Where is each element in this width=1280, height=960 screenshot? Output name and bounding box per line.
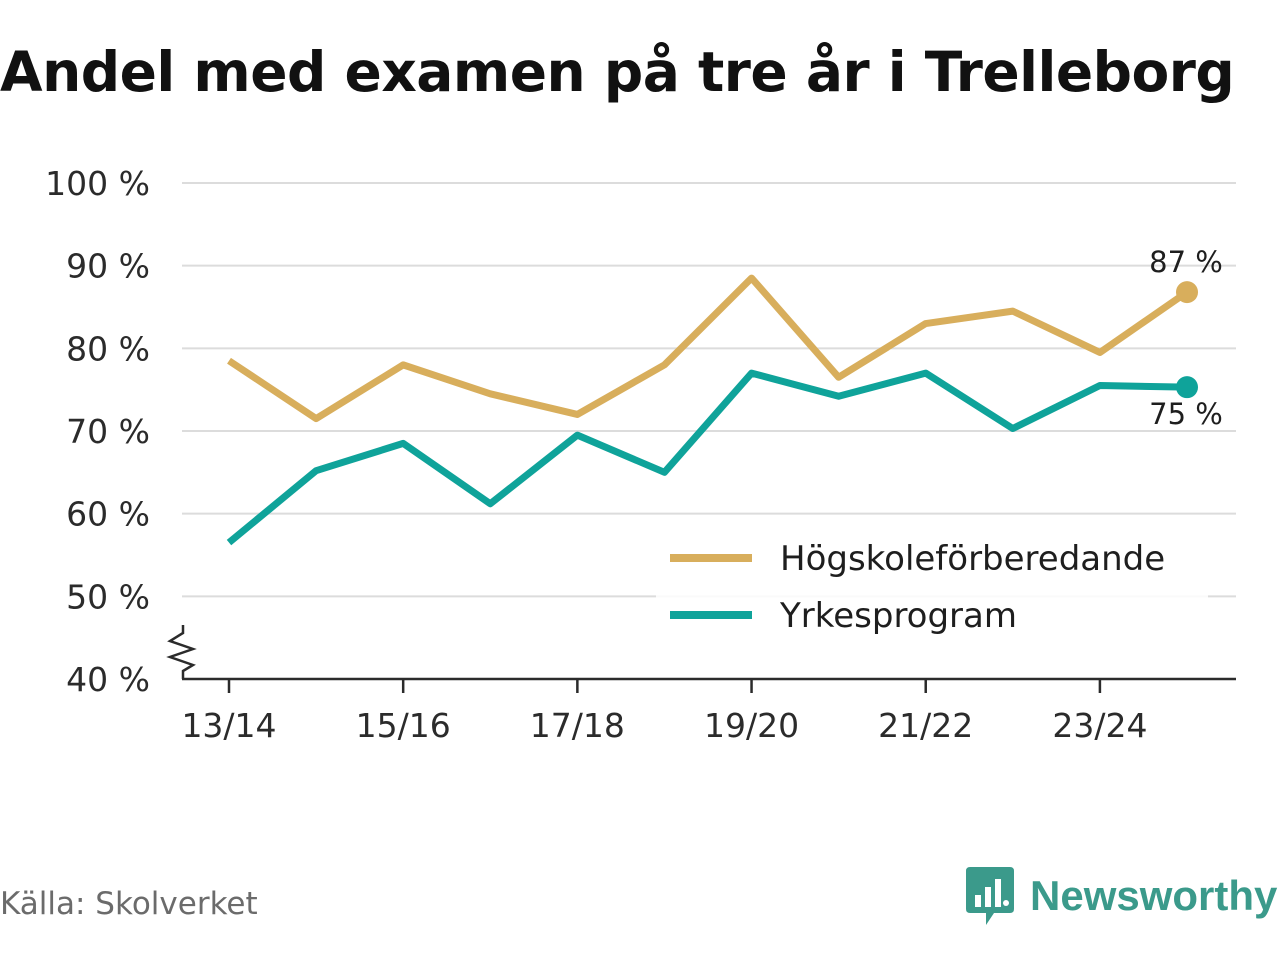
- x-tick-label: 21/22: [878, 706, 973, 745]
- legend-label: Yrkesprogram: [779, 596, 1017, 636]
- y-tick-label: 40 %: [66, 660, 150, 699]
- legend-label: Högskoleförberedande: [780, 539, 1165, 579]
- y-tick-label: 60 %: [66, 495, 150, 534]
- series-end-label: 75 %: [1149, 397, 1223, 431]
- legend-background: [656, 528, 1208, 648]
- x-tick-label: 13/14: [181, 706, 276, 745]
- series-lines: 87 % 75 %: [226, 245, 1223, 546]
- x-tick-label: 15/16: [356, 706, 451, 745]
- y-tick-label: 70 %: [66, 412, 150, 451]
- series-end-label: 87 %: [1149, 245, 1223, 279]
- source-note: Källa: Skolverket: [0, 886, 258, 922]
- y-tick-label: 100 %: [45, 164, 150, 203]
- axes: 40 % 50 % 60 % 70 % 80 % 90 % 100 % 13/14 15/16 1…: [45, 164, 1236, 745]
- x-tick-label: 19/20: [704, 706, 799, 745]
- newsworthy-logo-icon: [966, 867, 1014, 925]
- series-end-point: [1176, 376, 1198, 399]
- brand-name: Newsworthy: [1030, 872, 1278, 919]
- brand[interactable]: Newsworthy: [964, 864, 1277, 928]
- x-tick-label: 17/18: [530, 706, 625, 745]
- series-end-point: [1176, 281, 1198, 304]
- line-chart: 40 % 50 % 60 % 70 % 80 % 90 % 100 % 13/14 15/16 1…: [45, 164, 1236, 745]
- y-tick-label: 90 %: [66, 247, 150, 286]
- y-tick-label: 80 %: [66, 329, 150, 368]
- series-line-hogskoleforberedande: [227, 274, 1189, 423]
- chart-title: Andel med examen på tre år i Trelleborg: [0, 40, 1235, 104]
- series-line-yrkesprogram: [226, 369, 1188, 546]
- legend: Högskoleförberedande Yrkesprogram: [656, 528, 1208, 648]
- x-tick-label: 23/24: [1052, 706, 1147, 745]
- y-tick-label: 50 %: [66, 577, 150, 616]
- grid-lines: [182, 182, 1236, 598]
- y-axis-break: [166, 625, 197, 679]
